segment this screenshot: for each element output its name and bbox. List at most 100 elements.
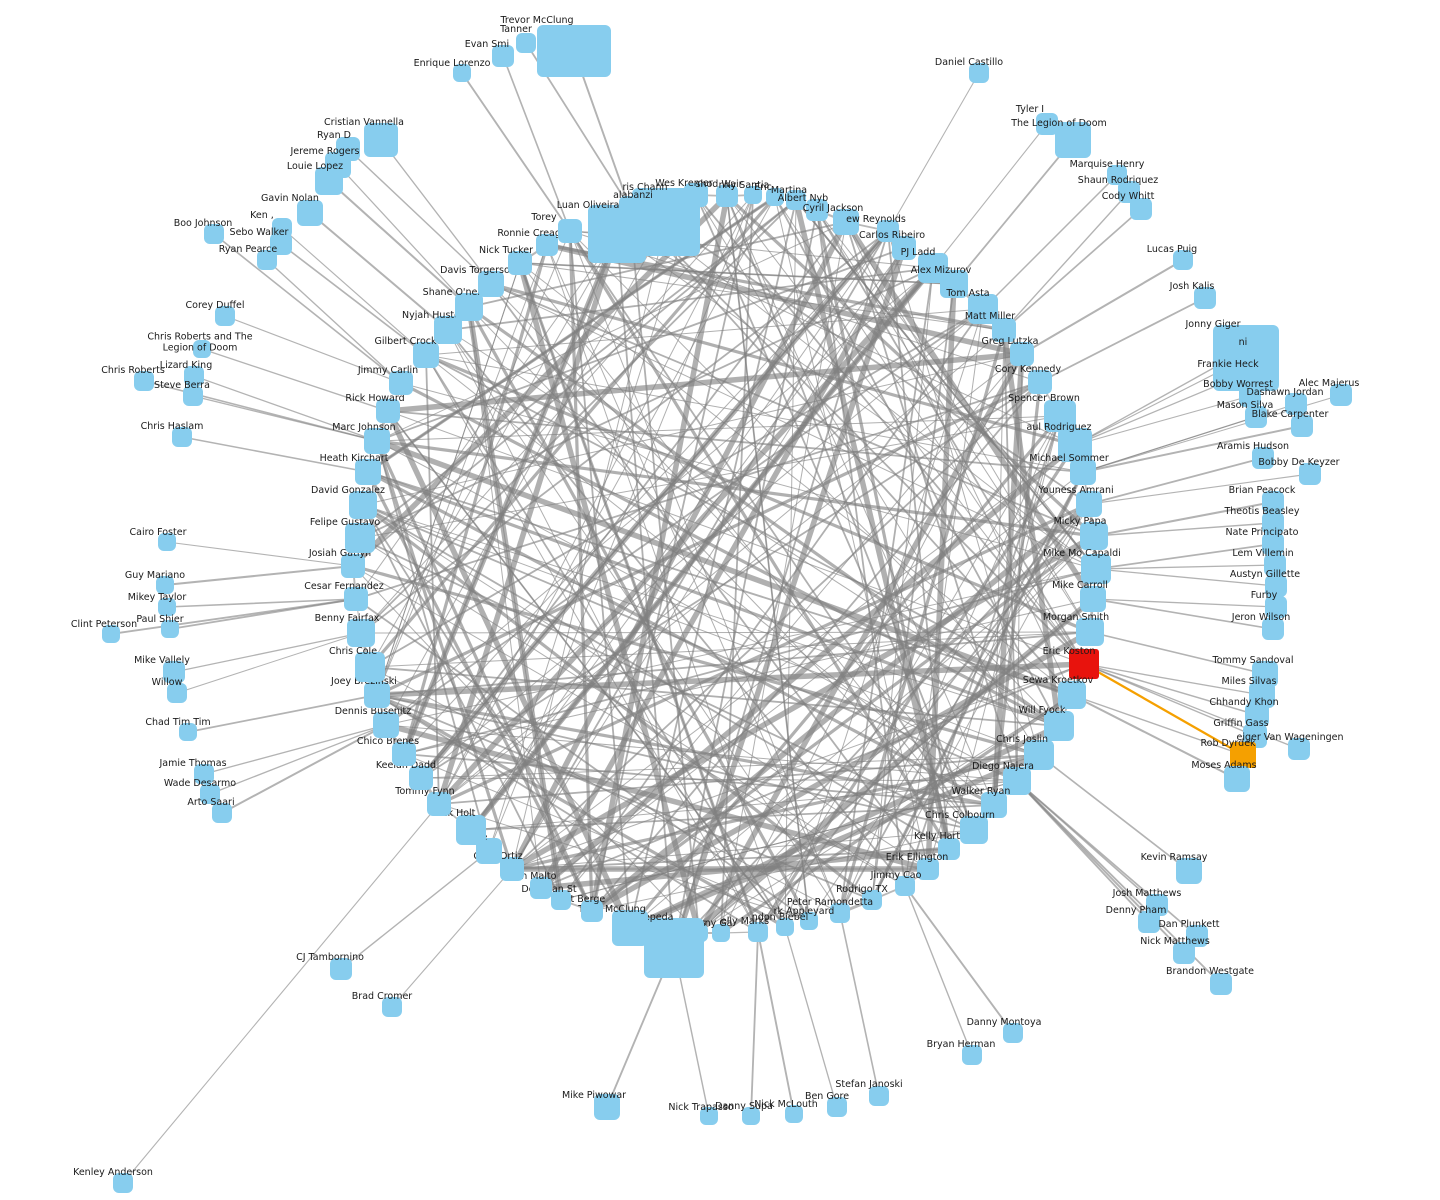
graph-node-chico-brenes[interactable] (392, 742, 416, 766)
graph-node-chad-tim-tim[interactable] (179, 723, 197, 741)
graph-node-luan-oliveira[interactable] (588, 205, 646, 263)
graph-node-nick-mclouth[interactable] (785, 1105, 803, 1123)
graph-node-nyjah-huston[interactable] (434, 316, 462, 344)
graph-node-marc-johnson[interactable] (364, 428, 390, 454)
graph-node-walker-ryan[interactable] (981, 792, 1007, 818)
graph-node-kevin-ramsay[interactable] (1176, 858, 1202, 884)
graph-node-cyril-jackson[interactable] (833, 209, 859, 235)
graph-node-spencer-brown[interactable] (1044, 400, 1076, 432)
graph-node-furby[interactable] (1265, 596, 1287, 618)
graph-node-blake-carpenter[interactable] (1291, 415, 1313, 437)
graph-node-martinez2[interactable] (786, 190, 806, 210)
graph-node-ben-gore[interactable] (827, 1097, 847, 1117)
graph-node-felipe-gustavo[interactable] (345, 523, 375, 553)
graph-node-ishod-wair[interactable] (716, 185, 738, 207)
graph-node-paul-rodriguez[interactable] (1058, 428, 1092, 462)
graph-node-danny-montoya[interactable] (1003, 1023, 1023, 1043)
graph-node-daniel-castillo[interactable] (969, 63, 989, 83)
graph-node-cory-kennedy[interactable] (1028, 370, 1052, 394)
graph-node-bobby-worrest[interactable] (1239, 385, 1261, 407)
graph-node-rick-howard[interactable] (376, 399, 400, 423)
graph-node-guy-mariano[interactable] (156, 576, 174, 594)
graph-node-stefan-janoski[interactable] (869, 1086, 889, 1106)
graph-node-marquise-henry[interactable] (1107, 165, 1127, 185)
graph-node-aramis-hudson[interactable] (1252, 447, 1274, 469)
graph-node-matt-berger[interactable] (581, 900, 603, 922)
graph-node-cristian-vannella[interactable] (364, 123, 398, 157)
graph-node-matt-miller[interactable] (992, 318, 1016, 342)
graph-node-steve-berra[interactable] (183, 386, 203, 406)
graph-node-moses-adams[interactable] (1224, 766, 1250, 792)
graph-node-mason-silva[interactable] (1245, 406, 1267, 428)
graph-node-brian-peacock[interactable] (1262, 491, 1284, 513)
graph-node-will-fyock[interactable] (1044, 711, 1074, 741)
graph-node-sewa-kroetkov[interactable] (1058, 681, 1086, 709)
graph-node-theotis-beasley[interactable] (1262, 512, 1284, 534)
graph-node-ronnie-creager[interactable] (536, 234, 558, 256)
graph-node-tanner[interactable] (516, 33, 536, 53)
graph-node-heath-kirchart[interactable] (355, 459, 381, 485)
graph-node-jamie-thomas[interactable] (194, 764, 214, 784)
graph-node-mike-piwowar[interactable] (594, 1094, 620, 1120)
graph-node-chris-cole[interactable] (355, 652, 385, 682)
graph-node-joey-brezinski[interactable] (364, 682, 390, 708)
graph-node-alex-mizurov[interactable] (940, 270, 968, 298)
graph-node-josh-kalis[interactable] (1194, 287, 1216, 309)
graph-node-erik-ellington[interactable] (917, 858, 939, 880)
graph-node-mike-mo-capaldi[interactable] (1081, 554, 1111, 584)
graph-node-enrique-lorenzo[interactable] (453, 64, 471, 82)
graph-node-david-gonzalez[interactable] (349, 491, 377, 519)
graph-node-austyn-gillette[interactable] (1265, 575, 1287, 597)
graph-node-lucas-puig[interactable] (1173, 250, 1193, 270)
graph-node-dashawn-jordan[interactable] (1285, 393, 1307, 415)
graph-node-alec-majerus[interactable] (1330, 384, 1352, 406)
graph-node-micky-papa[interactable] (1080, 522, 1108, 550)
graph-node-manny-santiago[interactable] (744, 186, 762, 204)
graph-node-gilbert-crockett[interactable] (413, 342, 439, 368)
graph-node-davis-torgerson[interactable] (478, 271, 504, 297)
graph-node-albert-nyberg[interactable] (806, 199, 828, 221)
graph-node-dennis-busenitz[interactable] (373, 712, 399, 738)
graph-node-trevor-mcclung[interactable] (537, 25, 611, 77)
graph-node-willow[interactable] (167, 683, 187, 703)
graph-node-sebo-walker[interactable] (270, 233, 292, 255)
graph-node-boo-johnson[interactable] (204, 224, 224, 244)
graph-node-evan-smith[interactable] (492, 45, 514, 67)
graph-node-the-legion-of-doom[interactable] (1055, 122, 1091, 158)
graph-node-nick-holt[interactable] (456, 815, 486, 845)
graph-node-josh-matthews[interactable] (1146, 894, 1168, 916)
graph-node-chris-roberts-legion[interactable] (193, 340, 211, 358)
graph-node-mike-carroll[interactable] (1080, 586, 1106, 612)
graph-node-brandon-biebel[interactable] (776, 918, 794, 936)
graph-node-donovan-st[interactable] (551, 890, 571, 910)
graph-node-chaz-ortiz[interactable] (500, 857, 524, 881)
graph-node-kenley-anderson[interactable] (113, 1173, 133, 1193)
graph-node-kelly-marks[interactable] (748, 922, 768, 942)
graph-node-rob-dyrdek[interactable] (1230, 742, 1256, 768)
graph-node-tyler-i[interactable] (1036, 113, 1058, 135)
graph-node-cairo-foster[interactable] (158, 533, 176, 551)
graph-node-shane-oneill[interactable] (455, 293, 483, 321)
graph-node-frankie-heck[interactable] (1229, 365, 1251, 387)
graph-node-arto-saari[interactable] (212, 803, 232, 823)
graph-node-eric-martinez[interactable] (766, 188, 784, 206)
graph-node-chris-roberts[interactable] (134, 371, 154, 391)
graph-node-mikey-taylor[interactable] (158, 598, 176, 616)
graph-node-morgan-smith[interactable] (1076, 618, 1104, 646)
graph-node-nick-matthews[interactable] (1173, 942, 1195, 964)
graph-node-kelly-hart[interactable] (938, 838, 960, 860)
graph-node-amrani2[interactable] (1236, 343, 1252, 359)
graph-node-shaun-rodriquez[interactable] (1118, 181, 1140, 203)
graph-node-corey-duffel[interactable] (215, 306, 235, 326)
graph-node-cj-tambornino[interactable] (330, 958, 352, 980)
graph-node-keelan-dadd[interactable] (409, 766, 433, 790)
graph-node-wade-desarmo[interactable] (200, 784, 220, 804)
graph-node-eric-koston[interactable] (1069, 649, 1099, 679)
graph-node-jimmy-cao[interactable] (895, 876, 915, 896)
graph-node-wes-kremer[interactable] (684, 183, 708, 207)
graph-node-ryan-pearce[interactable] (257, 250, 277, 270)
graph-node-bobby-de-keyzer[interactable] (1299, 463, 1321, 485)
graph-node-greg-lutzka[interactable] (1010, 342, 1034, 366)
graph-node-jeron-wilson[interactable] (1262, 618, 1284, 640)
